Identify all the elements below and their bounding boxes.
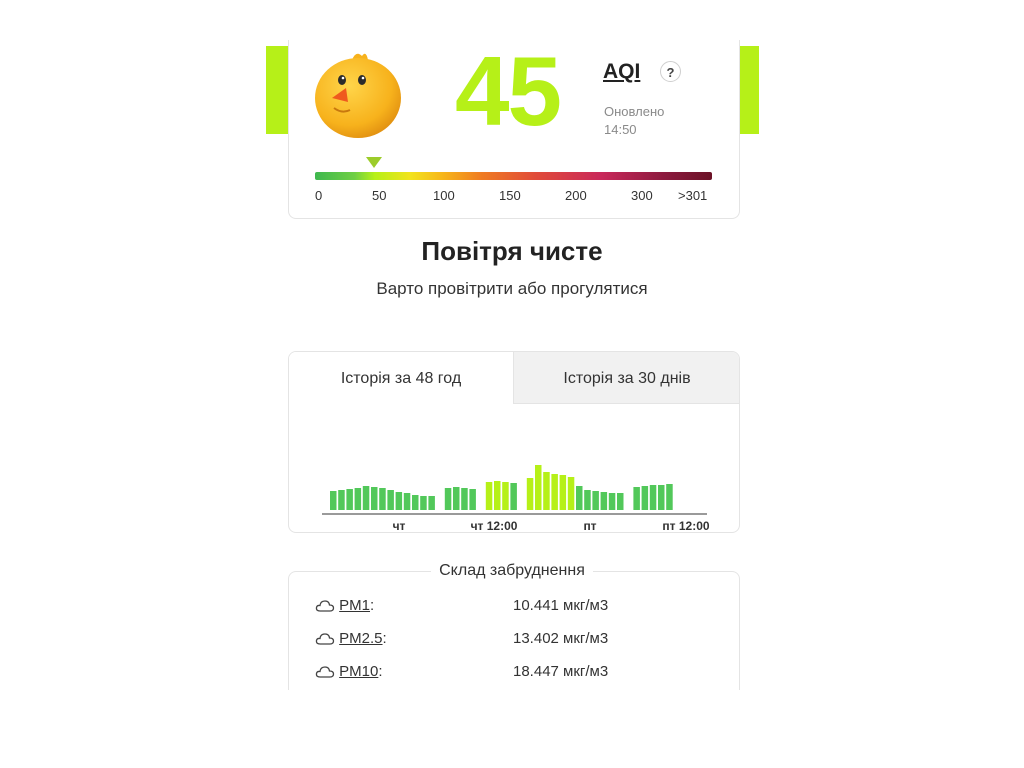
pollutant-name-link[interactable]: PM1 xyxy=(339,597,371,614)
chart-bar xyxy=(412,495,419,510)
chart-bar xyxy=(395,492,403,510)
chart-bar xyxy=(387,490,394,510)
pollution-title-text: Склад забруднення xyxy=(431,562,593,579)
chart-bar xyxy=(469,489,476,510)
chart-bar xyxy=(641,486,649,510)
aqi-accent-right xyxy=(737,46,759,134)
chart-bar xyxy=(600,492,608,510)
chart-bar xyxy=(535,465,542,510)
pollutant-colon: : xyxy=(382,630,387,647)
pollution-panel xyxy=(288,571,740,694)
chart-bar xyxy=(338,490,345,510)
cloud-icon xyxy=(315,600,335,612)
pollutant-colon: : xyxy=(370,597,375,614)
chart-bar xyxy=(485,482,493,510)
scale-tick: 200 xyxy=(565,188,587,203)
chart-bar xyxy=(633,487,640,510)
chart-bar xyxy=(420,496,427,510)
chick-mascot-icon xyxy=(315,53,401,138)
aqi-value: 45 xyxy=(455,36,562,146)
status-headline: Повітря чисте xyxy=(421,236,603,266)
aqi-accent-left xyxy=(266,46,288,134)
history-chart: чт чт 12:00 пт пт 12:00 xyxy=(322,465,710,532)
chart-bar xyxy=(543,472,550,510)
chart-bar xyxy=(379,488,386,510)
aqi-scale-bar xyxy=(315,172,712,180)
chart-bar xyxy=(428,496,435,510)
scale-tick: >301 xyxy=(678,188,708,203)
chart-bar xyxy=(354,488,362,510)
chart-bar xyxy=(608,493,616,510)
chart-bar xyxy=(567,477,575,510)
cloud-icon xyxy=(315,666,335,678)
scale-tick: 50 xyxy=(372,188,387,203)
chart-x-tick-label: чт xyxy=(393,519,406,532)
chart-bar xyxy=(559,475,567,510)
chart-x-tick-label: чт 12:00 xyxy=(471,519,518,532)
history-panel: Історія за 48 год Історія за 30 днів чт ч… xyxy=(288,351,740,533)
aqi-link[interactable]: AQI xyxy=(603,60,641,83)
pollutant-row: PM10: 18.447 мкг/м3 xyxy=(315,663,608,683)
chart-bar xyxy=(649,485,657,510)
pollution-title: Склад забруднення xyxy=(0,562,1024,580)
status-advice: Варто провітрити або прогулятися xyxy=(376,279,648,298)
content-cutoff xyxy=(288,690,740,710)
chart-bar xyxy=(510,483,517,510)
chart-bar xyxy=(346,489,353,510)
updated-time: 14:50 xyxy=(604,122,637,137)
chart-bar xyxy=(551,474,558,510)
chart-bar xyxy=(362,486,370,510)
pollutant-value: 10.441 мкг/м3 xyxy=(513,597,609,614)
chart-bar xyxy=(453,487,460,510)
cloud-icon xyxy=(315,633,335,645)
chart-bar xyxy=(444,488,452,510)
help-icon[interactable]: ? xyxy=(660,61,681,82)
chart-bar xyxy=(617,493,624,510)
chart-bar xyxy=(592,491,599,510)
pollutant-row: PM1: 10.441 мкг/м3 xyxy=(315,597,608,617)
chart-bar xyxy=(526,478,534,510)
tab-history-48h[interactable]: Історія за 48 год xyxy=(289,352,513,403)
scale-tick: 150 xyxy=(499,188,521,203)
chart-bar xyxy=(584,490,591,510)
tab-history-30d[interactable]: Історія за 30 днів xyxy=(513,352,739,404)
scale-tick: 300 xyxy=(631,188,653,203)
chart-bar xyxy=(330,491,337,510)
chart-bar xyxy=(502,482,509,510)
chart-x-tick-label: пт xyxy=(583,519,596,532)
pollutant-name-link[interactable]: PM10 xyxy=(339,663,379,680)
chart-bar xyxy=(576,486,583,510)
chart-bar xyxy=(494,481,501,510)
updated-label: Оновлено xyxy=(604,104,665,119)
pollutant-colon: : xyxy=(378,663,383,680)
chart-bar xyxy=(461,488,468,510)
pollutant-name-link[interactable]: PM2.5 xyxy=(339,630,383,647)
scale-pointer-icon xyxy=(366,157,382,168)
chart-bar xyxy=(371,487,378,510)
chart-bar xyxy=(666,484,673,510)
pollutant-row: PM2.5: 13.402 мкг/м3 xyxy=(315,630,608,650)
chart-bar xyxy=(658,485,665,510)
pollutant-value: 18.447 мкг/м3 xyxy=(513,663,609,680)
scale-tick: 100 xyxy=(433,188,455,203)
pollutant-value: 13.402 мкг/м3 xyxy=(513,630,609,647)
scale-tick: 0 xyxy=(315,188,323,203)
chart-x-tick-label: пт 12:00 xyxy=(662,519,709,532)
chart-bar xyxy=(403,493,411,510)
